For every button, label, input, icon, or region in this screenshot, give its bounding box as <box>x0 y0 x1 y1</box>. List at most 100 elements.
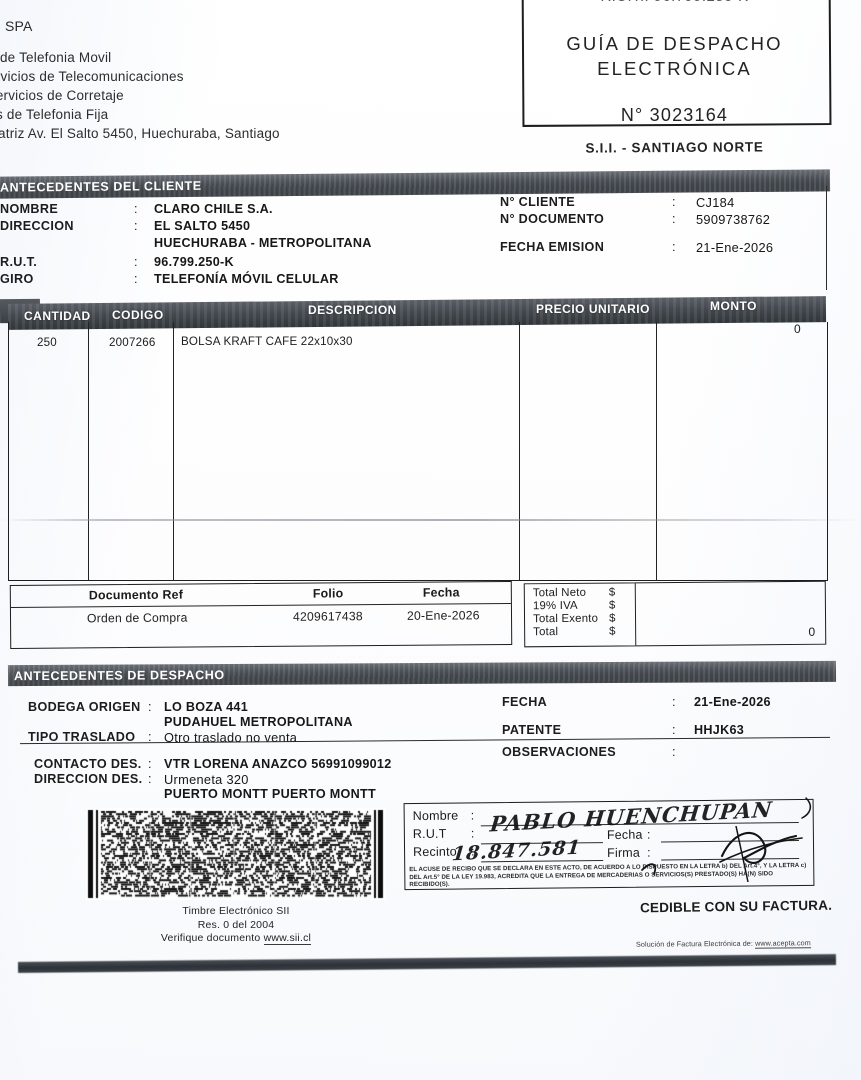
column-header-cantidad: CANTIDAD <box>24 309 91 323</box>
column-header-monto: MONTO <box>710 299 757 313</box>
column-header-descripcion: DESCRIPCION <box>308 303 397 317</box>
colon-12: : <box>672 695 676 709</box>
label-observaciones: OBSERVACIONES <box>502 745 616 759</box>
items-table: CANTIDAD CODIGO DESCRIPCION PRECIO UNITA… <box>7 296 828 581</box>
label-num-cliente: N° CLIENTE <box>500 195 576 209</box>
reference-documents-table: Documento Ref Folio Fecha Orden de Compr… <box>9 581 513 649</box>
label-patente: PATENTE <box>502 723 562 737</box>
timbre-verify-prefix: Verifique documento <box>160 932 261 944</box>
colon-11: : <box>148 772 152 786</box>
customer-value-rut: 96.799.250-K <box>154 255 234 269</box>
emitter-block: Chile SPA icios de Telefonia Movil s Ser… <box>0 18 280 143</box>
reference-header-divider <box>10 603 511 609</box>
totals-divider <box>634 583 637 646</box>
emitter-line-1: icios de Telefonia Movil <box>0 50 112 65</box>
customer-label-rut: R.U.T. <box>0 255 38 269</box>
customer-value-nombre: CLARO CHILE S.A. <box>154 202 273 216</box>
colon-14: : <box>672 745 676 759</box>
colon-9: : <box>148 730 152 744</box>
document-title-line2: ELECTRÓNICA <box>597 58 752 79</box>
emitter-line-5: sa Matriz Av. El Salto 5450, Huechuraba,… <box>0 126 280 141</box>
row-codigo: 2007266 <box>109 336 156 349</box>
value-num-documento: 5909738762 <box>696 212 771 227</box>
colon-7: : <box>672 240 676 254</box>
handwritten-signature <box>641 797 812 883</box>
total-label-exento: Total Exento <box>532 612 599 626</box>
sii-url-link[interactable]: www.sii.cl <box>263 932 312 945</box>
ref-column-documento: Documento Ref <box>88 587 184 603</box>
column-header-codigo: CODIGO <box>112 308 164 322</box>
scan-edge-artifact-bottom <box>17 954 837 973</box>
value-num-cliente: CJ184 <box>696 195 735 210</box>
customer-value-comuna: HUECHURABA - METROPOLITANA <box>154 236 372 250</box>
colon-5: : <box>672 195 676 209</box>
acepta-url-link[interactable]: www.acepta.com <box>755 938 811 949</box>
value-direccion-comuna: PUERTO MONTT PUERTO MONTT <box>164 787 377 801</box>
document-title-line1: GUÍA DE DESPACHO <box>566 33 783 54</box>
timbre-line-2: Res. 0 del 2004 <box>197 918 275 931</box>
colon-8: : <box>148 700 152 714</box>
document-folio: N° 3023164 <box>620 105 729 125</box>
emitter-line-2: s Servicios de Telecomunicaciones <box>0 69 184 84</box>
customer-value-direccion: EL SALTO 5450 <box>154 219 251 233</box>
colon-3: : <box>134 255 138 269</box>
cedible-notice: CEDIBLE CON SU FACTURA. <box>639 897 833 916</box>
emitter-line-4: vicios de Telefonia Fija <box>0 107 109 122</box>
customer-value-giro: TELEFONÍA MÓVIL CELULAR <box>154 272 339 286</box>
sii-office-label: S.I.I. - SANTIAGO NORTE <box>585 139 764 156</box>
dispatch-section-title: ANTECEDENTES DE DESPACHO <box>13 667 225 683</box>
row-descripcion: BOLSA KRAFT CAFE 22x10x30 <box>181 335 353 348</box>
value-fecha-emision: 21-Ene-2026 <box>696 240 774 255</box>
colon-6: : <box>672 212 676 226</box>
customer-label-nombre: NOMBRE <box>0 202 59 216</box>
footer-provider: Solución de Factura Electrónica de: www.… <box>636 938 811 949</box>
timbre-caption: Timbre Electrónico SII Res. 0 del 2004 V… <box>86 905 386 946</box>
totals-box: Total Neto $ 19% IVA $ Total Exento $ To… <box>523 580 827 648</box>
total-label-iva: 19% IVA <box>532 599 578 613</box>
column-header-precio-unitario: PRECIO UNITARIO <box>536 302 650 316</box>
sii-pdf417-barcode <box>86 808 386 900</box>
total-currency-exento: $ <box>608 612 616 625</box>
dispatch-section-band: ANTECEDENTES DE DESPACHO <box>7 660 837 687</box>
header-monto-value: 0 <box>794 322 801 336</box>
footer-prefix: Solución de Factura Electrónica de: <box>635 938 754 949</box>
total-currency-total: $ <box>609 625 616 638</box>
customer-section-title: ANTECEDENTES DEL CLIENTE <box>0 178 202 195</box>
colon-4: : <box>134 272 138 286</box>
dispatch-inner-rule <box>20 736 830 745</box>
value-contacto-des: VTR LORENA ANAZCO 56991099012 <box>164 757 392 771</box>
column-divider-1 <box>88 322 90 580</box>
label-tipo-traslado: TIPO TRASLADO <box>28 730 136 744</box>
total-label-total: Total <box>533 626 559 639</box>
column-divider-2 <box>173 322 175 580</box>
column-divider-4 <box>656 322 658 580</box>
label-bodega-origen: BODEGA ORIGEN <box>28 700 141 714</box>
column-divider-3 <box>519 322 521 580</box>
emitter-name: Chile SPA <box>0 18 33 34</box>
ref-row-folio: 4209617438 <box>292 609 363 624</box>
value-patente: HHJK63 <box>694 723 745 737</box>
colon-13: : <box>672 723 676 737</box>
items-table-body: 250 2007266 BOLSA KRAFT CAFE 22x10x30 <box>8 322 828 581</box>
timbre-line-3: Verifique documento www.sii.cl <box>86 932 386 946</box>
colon-1: : <box>134 202 138 216</box>
ref-column-fecha: Fecha <box>422 585 460 600</box>
value-bodega-origen: LO BOZA 441 <box>164 700 249 714</box>
label-fecha-emision: FECHA EMISION <box>500 240 605 254</box>
emitter-line-3: os Servicios de Corretaje <box>0 88 124 103</box>
label-direccion-des: DIRECCION DES. <box>34 772 143 786</box>
ref-row-documento: Orden de Compra <box>86 610 188 626</box>
total-amount-value: 0 <box>808 624 816 639</box>
total-currency-neto: $ <box>608 586 616 599</box>
pdf417-canvas <box>86 808 386 900</box>
label-fecha-despacho: FECHA <box>502 695 548 709</box>
label-num-documento: N° DOCUMENTO <box>500 212 605 226</box>
customer-box-right-rule <box>826 186 828 290</box>
ref-column-folio: Folio <box>312 586 344 601</box>
total-label-neto: Total Neto <box>532 586 587 600</box>
colon-10: : <box>148 757 152 771</box>
row-cantidad: 250 <box>37 336 57 349</box>
document-type-content: R.U.T.: 96.799.250-K GUÍA DE DESPACHO EL… <box>522 0 827 126</box>
colon-2: : <box>134 219 138 233</box>
value-bodega-comuna: PUDAHUEL METROPOLITANA <box>164 715 353 729</box>
